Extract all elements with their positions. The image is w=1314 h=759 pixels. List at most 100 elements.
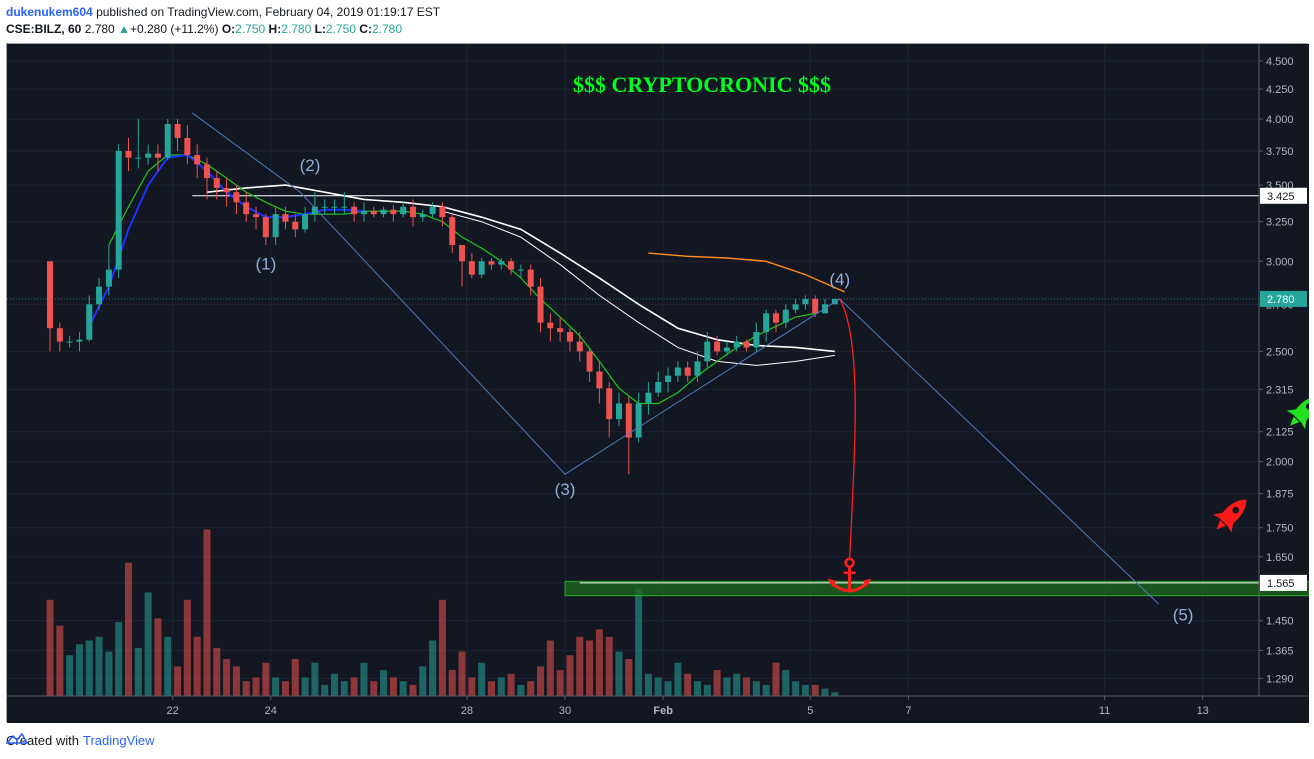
symbol-label: CSE:BILZ, 60	[6, 22, 82, 36]
time-tick-label: 5	[807, 705, 813, 717]
volume-bar	[537, 666, 545, 696]
high-value: 2.780	[281, 22, 312, 36]
candle-body	[292, 221, 299, 230]
rocket-fin	[1301, 417, 1308, 430]
volume-bar	[762, 684, 770, 696]
volume-bar	[429, 640, 437, 696]
volume-bar	[478, 662, 486, 696]
price-tick-label: 2.000	[1266, 457, 1294, 469]
volume-bar	[821, 688, 829, 696]
volume-bar	[370, 681, 378, 696]
volume-bar	[438, 599, 446, 696]
candle-body	[351, 206, 358, 215]
volume-bar	[105, 651, 113, 696]
change-value: +0.280 (+11.2%)	[129, 22, 219, 36]
volume-bar	[350, 677, 358, 696]
up-arrow-icon: ▲	[118, 22, 130, 36]
candle-body	[743, 341, 750, 348]
volume-bar	[527, 681, 535, 696]
volume-bar	[232, 666, 240, 696]
candle-body	[409, 206, 416, 218]
volume-bar	[595, 629, 603, 696]
tradingview-logo-icon	[6, 733, 28, 744]
price-tick-label: 1.365	[1266, 645, 1294, 657]
price-label-box	[1260, 290, 1307, 307]
volume-bar	[144, 592, 152, 696]
candle-body	[616, 403, 623, 420]
price-label-text: 2.780	[1267, 294, 1295, 306]
candle-body	[459, 245, 466, 262]
volume-bar	[399, 681, 407, 696]
elliott-wave-path	[191, 112, 1159, 605]
published-text: published on TradingView.com, February 0…	[96, 5, 441, 19]
open-value: 2.750	[235, 22, 266, 36]
volume-bar	[95, 636, 103, 696]
candle-body	[733, 341, 740, 348]
price-label-text: 1.565	[1267, 578, 1295, 590]
volume-bar	[448, 670, 456, 696]
candle-body	[302, 214, 309, 230]
ohlc-line: CSE:BILZ, 60 2.780 ▲+0.280 (+11.2%) O:2.…	[6, 21, 440, 38]
price-axis: 4.5004.2504.0003.7503.5003.2503.0002.750…	[1258, 44, 1307, 696]
moving-average-white-slow	[206, 184, 835, 353]
volume-bar	[272, 677, 280, 696]
candle-body	[262, 217, 269, 238]
volume-bar	[743, 677, 751, 696]
candle-body	[645, 392, 652, 404]
volume-bar	[772, 662, 780, 696]
tradingview-link[interactable]: TradingView	[82, 733, 155, 748]
chart-header: dukenukem604 published on TradingView.co…	[6, 4, 440, 38]
volume-bar	[605, 636, 613, 696]
candle-body	[253, 214, 260, 218]
volume-bar	[497, 677, 505, 696]
rocket-fin	[1227, 520, 1234, 533]
candle-body	[586, 351, 593, 372]
candle-body	[282, 214, 289, 222]
candle-body	[625, 403, 632, 438]
volume-bar	[134, 647, 142, 696]
volume-bar	[203, 529, 211, 696]
volume-bar	[517, 684, 525, 696]
volume-bar	[458, 651, 466, 696]
author-link[interactable]: dukenukem604	[6, 5, 93, 19]
low-label: L:	[314, 22, 326, 36]
time-tick-label: 24	[265, 705, 277, 717]
volume-bar	[507, 673, 515, 696]
chart-frame[interactable]: (1) (2) (3) (4) (5) $$$ CRYPTOCRONIC $$$ 4.500…	[6, 43, 1309, 723]
candle-body	[772, 313, 779, 323]
candle-body	[753, 332, 760, 348]
candle-body	[704, 341, 711, 362]
volume-bar	[193, 636, 201, 696]
time-tick-label: 13	[1197, 705, 1209, 717]
volume-bar	[782, 670, 790, 696]
volume-bar	[46, 599, 54, 696]
volume-bar	[586, 640, 594, 696]
price-tick-label: 4.250	[1266, 84, 1294, 96]
candle-body	[812, 298, 819, 314]
time-tick-label: 28	[461, 705, 473, 717]
price-chart[interactable]: (1) (2) (3) (4) (5) $$$ CRYPTOCRONIC $$$ 4.500…	[7, 44, 1309, 723]
rocket-flame	[1290, 416, 1300, 426]
candle-body	[331, 206, 338, 208]
volume-bar	[654, 677, 662, 696]
candle-body	[674, 367, 681, 376]
price-tick-label: 3.250	[1266, 217, 1294, 229]
volume-bar	[85, 640, 93, 696]
volume-bar	[252, 677, 260, 696]
price-tick-label: 4.500	[1266, 56, 1294, 68]
close-value: 2.780	[371, 22, 402, 36]
volume-bar	[164, 636, 172, 696]
volume-bar	[635, 588, 643, 696]
price-tick-label: 1.750	[1266, 523, 1294, 535]
candle-body	[684, 367, 691, 376]
volume-bar	[644, 673, 652, 696]
candle-body	[370, 211, 377, 215]
volume-bar	[733, 673, 741, 696]
anchor-fluke	[827, 578, 837, 587]
volume-bar	[801, 684, 809, 696]
candle-body	[429, 206, 436, 215]
candle-body	[439, 206, 446, 218]
candle-body	[419, 214, 426, 218]
price-tick-label: 1.290	[1266, 673, 1294, 685]
volume-bar	[115, 622, 123, 696]
